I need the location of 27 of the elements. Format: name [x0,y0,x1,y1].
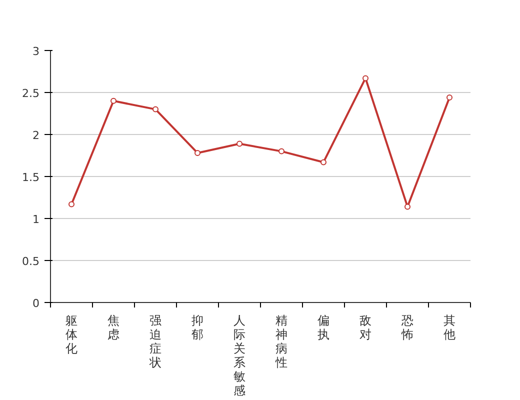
x-tick-label: 其他 [444,314,456,342]
x-tick-label: 人际关系敏感 [234,314,246,398]
y-tick-label: 1.5 [22,171,40,184]
x-tick-label: 敌对 [360,314,372,342]
point [152,106,158,112]
x-tick-label: 焦虑 [108,314,120,342]
point [194,150,200,156]
y-tick-label: 0.5 [22,255,40,268]
y-tick-label: 3 [32,45,40,58]
point [446,94,452,101]
x-tick-label: 恐怖 [400,314,414,342]
point [320,159,326,166]
y-tick-label: 2 [32,129,40,142]
point [68,201,74,208]
point [404,204,410,210]
y-tick-label: 1 [32,213,40,226]
point [362,75,368,82]
x-tick-label: 抑郁 [192,314,204,342]
point [278,148,284,154]
y-tick-label: 0 [32,297,40,310]
x-tick-label: 精神病性 [274,314,288,370]
y-tick-label: 2.5 [22,87,40,100]
x-tick-label: 强迫症状 [148,314,162,370]
point [236,140,242,147]
x-tick-label: 偏执 [318,314,330,342]
point [110,98,116,104]
x-tick-label: 躯体化 [66,314,78,356]
